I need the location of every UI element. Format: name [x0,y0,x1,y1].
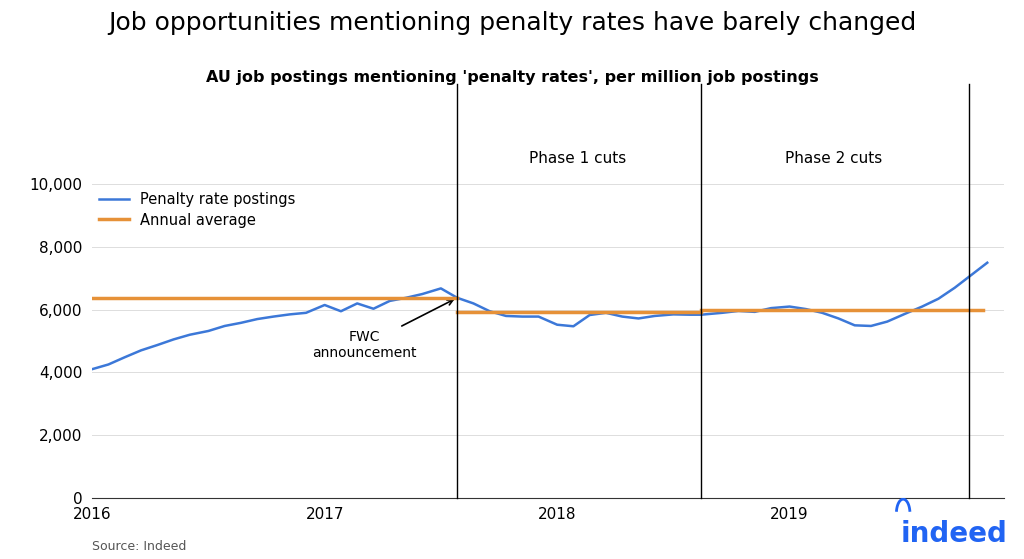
Text: indeed: indeed [901,520,1008,548]
Text: FWC
announcement: FWC announcement [312,300,453,360]
Text: Source: Indeed: Source: Indeed [92,541,186,553]
Text: Job opportunities mentioning penalty rates have barely changed: Job opportunities mentioning penalty rat… [108,11,916,35]
Text: Phase 2 cuts: Phase 2 cuts [785,151,883,165]
Legend: Penalty rate postings, Annual average: Penalty rate postings, Annual average [99,192,296,228]
Text: Phase 1 cuts: Phase 1 cuts [529,151,627,165]
Text: AU job postings mentioning 'penalty rates', per million job postings: AU job postings mentioning 'penalty rate… [206,70,818,85]
